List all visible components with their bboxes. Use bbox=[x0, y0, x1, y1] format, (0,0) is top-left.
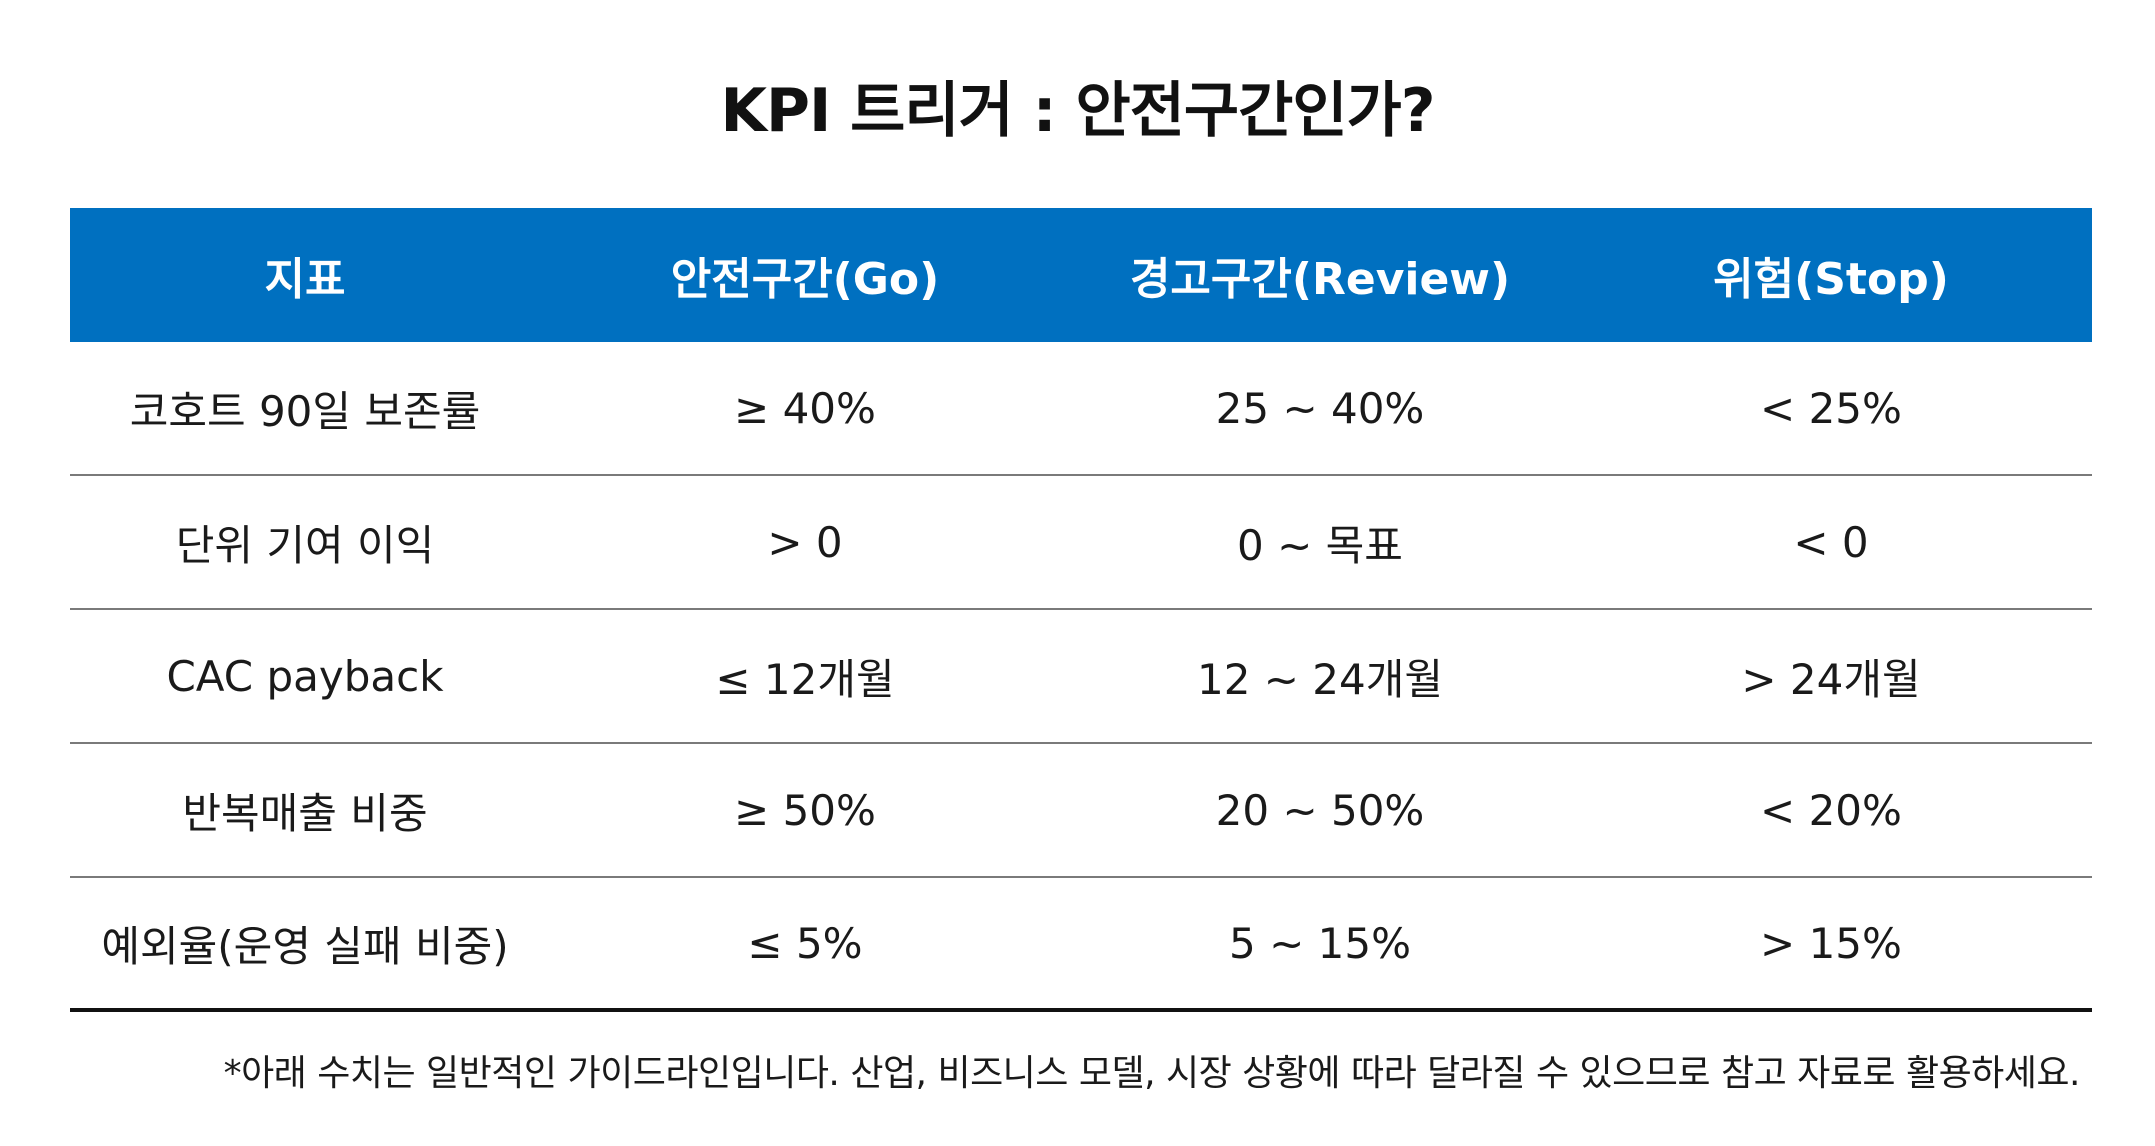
metric-cell: 반복매출 비중 bbox=[182, 788, 428, 838]
table-row: 예외율(운영 실패 비중) ≤ 5% 5 ~ 15% > 15% bbox=[70, 878, 2092, 1012]
table-row: 반복매출 비중 ≥ 50% 20 ~ 50% < 20% bbox=[70, 744, 2092, 878]
review-cell: 0 ~ 목표 bbox=[1237, 520, 1403, 570]
go-cell: ≥ 50% bbox=[734, 785, 876, 835]
header-go: 안전구간(Go) bbox=[670, 254, 940, 305]
table-row: 단위 기여 이익 > 0 0 ~ 목표 < 0 bbox=[70, 476, 2092, 610]
go-cell: ≥ 40% bbox=[734, 383, 876, 433]
review-cell: 20 ~ 50% bbox=[1215, 785, 1425, 835]
go-cell: > 0 bbox=[767, 517, 843, 567]
footnote: *아래 수치는 일반적인 가이드라인입니다. 산업, 비즈니스 모델, 시장 상… bbox=[223, 1053, 2081, 1094]
header-stop: 위험(Stop) bbox=[1713, 254, 1949, 305]
kpi-table: 지표 안전구간(Go) 경고구간(Review) 위험(Stop) 코호트 90… bbox=[70, 208, 2092, 1012]
metric-cell: 코호트 90일 보존률 bbox=[129, 386, 481, 436]
table-row: 코호트 90일 보존률 ≥ 40% 25 ~ 40% < 25% bbox=[70, 342, 2092, 476]
header-metric: 지표 bbox=[264, 254, 346, 305]
review-cell: 25 ~ 40% bbox=[1215, 383, 1425, 433]
stop-cell: > 15% bbox=[1760, 918, 1902, 968]
stop-cell: < 0 bbox=[1793, 517, 1869, 567]
stop-cell: < 25% bbox=[1760, 383, 1902, 433]
go-cell: ≤ 12개월 bbox=[715, 654, 895, 704]
metric-cell: CAC payback bbox=[166, 651, 444, 701]
table-header-row: 지표 안전구간(Go) 경고구간(Review) 위험(Stop) bbox=[70, 208, 2092, 342]
header-review: 경고구간(Review) bbox=[1129, 254, 1511, 305]
metric-cell: 예외율(운영 실패 비중) bbox=[101, 921, 509, 971]
stop-cell: < 20% bbox=[1760, 785, 1902, 835]
stop-cell: > 24개월 bbox=[1741, 654, 1921, 704]
page-title: KPI 트리거 : 안전구간인가? bbox=[720, 76, 1435, 146]
table-row: CAC payback ≤ 12개월 12 ~ 24개월 > 24개월 bbox=[70, 610, 2092, 744]
review-cell: 12 ~ 24개월 bbox=[1196, 654, 1444, 704]
go-cell: ≤ 5% bbox=[747, 918, 863, 968]
review-cell: 5 ~ 15% bbox=[1229, 918, 1411, 968]
metric-cell: 단위 기여 이익 bbox=[175, 520, 435, 570]
